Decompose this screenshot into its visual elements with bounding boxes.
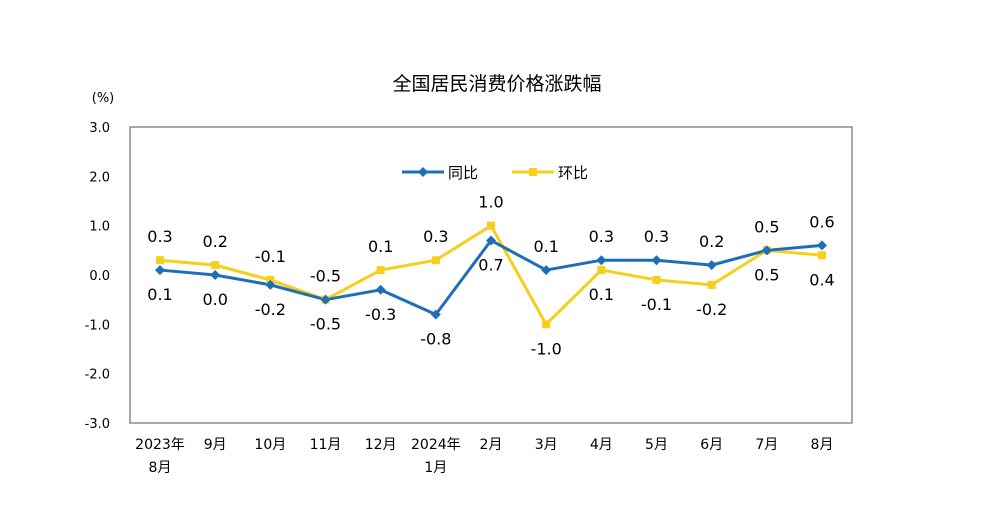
legend-label: 环比	[558, 164, 588, 182]
data-label: 0.6	[809, 212, 834, 231]
x-tick-label: 2月	[480, 437, 503, 453]
series-point	[211, 261, 220, 270]
data-label: -0.5	[310, 267, 341, 286]
data-label: 0.5	[754, 217, 779, 236]
data-label: 0.4	[809, 270, 834, 289]
data-labels: 0.1 0.3 0.0 0.2 -0.2 -0.1 -0.5 -0.5 -0.3 0.1 -0.8 0…	[147, 193, 834, 359]
series-point	[542, 320, 551, 329]
x-tick-label: 5月	[645, 437, 668, 453]
series-point	[651, 255, 662, 266]
x-tick-label: 9月	[204, 437, 227, 453]
data-label: -1.0	[531, 339, 562, 358]
data-label: 0.1	[147, 285, 172, 304]
data-label: -0.2	[696, 300, 727, 319]
series-point	[155, 265, 165, 276]
series-point	[818, 251, 826, 260]
series-point	[265, 279, 276, 290]
x-tick-label: 8月	[811, 437, 834, 453]
data-label: 1.0	[478, 193, 503, 212]
legend-marker	[529, 168, 537, 176]
series-point	[817, 240, 827, 251]
x-tick-label: 6月	[700, 437, 723, 453]
x-tick-label: 2024年	[411, 437, 461, 453]
data-label: 0.2	[202, 232, 227, 251]
y-tick-label: 1.0	[89, 220, 110, 235]
data-label: 0.1	[589, 285, 614, 304]
series-point	[652, 275, 661, 284]
series-point	[706, 260, 717, 271]
series-point	[431, 256, 440, 265]
series-point	[375, 284, 386, 295]
y-tick-label: 3.0	[89, 121, 110, 136]
series-point	[376, 266, 385, 275]
data-label: -0.3	[365, 305, 396, 324]
x-tick-label: 7月	[755, 437, 778, 453]
legend-label: 同比	[448, 164, 478, 182]
data-label: 0.3	[423, 227, 448, 246]
series-point	[320, 294, 331, 305]
x-tick-label: 4月	[590, 437, 613, 453]
x-tick-label: 10月	[254, 437, 286, 453]
x-tick-label: 2023年	[135, 437, 185, 453]
data-label: 0.2	[699, 232, 724, 251]
y-axis: 3.0 2.0 1.0 0.0 -1.0 -2.0 -3.0	[85, 121, 110, 432]
x-tick-label-line2: 1月	[424, 460, 447, 476]
series-point	[707, 280, 716, 289]
series-point	[486, 235, 496, 246]
x-tick-label: 12月	[365, 437, 397, 453]
legend: 同比 环比	[402, 164, 588, 182]
series-point	[761, 245, 772, 256]
data-label: -0.8	[420, 329, 451, 348]
series-point	[430, 309, 441, 320]
y-tick-label: 0.0	[89, 269, 110, 284]
x-tick-label: 3月	[535, 437, 558, 453]
series-point	[597, 266, 606, 275]
data-label: 0.7	[478, 255, 503, 274]
series-point	[541, 265, 552, 276]
data-label: 0.1	[368, 237, 393, 256]
data-label: 0.5	[754, 265, 779, 284]
chart-title: 全国居民消费价格涨跌幅	[392, 73, 601, 95]
series-point	[210, 270, 221, 280]
series-group	[155, 221, 827, 329]
x-tick-label: 11月	[310, 437, 342, 453]
x-axis: 2023年 8月 9月 10月 11月 12月 2024年 1月 2月 3月 4月 5月 6月 7月 8月	[135, 437, 833, 476]
y-tick-label: -1.0	[85, 318, 110, 333]
data-label: 0.1	[533, 237, 558, 256]
y-axis-unit: (%)	[92, 91, 115, 106]
y-tick-label: 2.0	[89, 170, 110, 185]
data-label: -0.1	[641, 295, 672, 314]
data-label: -0.5	[310, 315, 341, 334]
y-tick-label: -2.0	[85, 368, 110, 383]
y-tick-label: -3.0	[85, 417, 110, 432]
plot-area	[129, 126, 853, 424]
series-point	[596, 255, 607, 266]
data-label: 0.3	[147, 227, 172, 246]
data-label: 0.0	[202, 290, 227, 309]
data-label: 0.3	[644, 227, 669, 246]
data-label: -0.1	[255, 247, 286, 266]
series-point	[156, 256, 164, 265]
data-label: -0.2	[255, 300, 286, 319]
series-point	[487, 221, 495, 230]
data-label: 0.3	[589, 227, 614, 246]
legend-marker	[418, 167, 428, 177]
x-tick-label-line2: 8月	[149, 460, 172, 476]
